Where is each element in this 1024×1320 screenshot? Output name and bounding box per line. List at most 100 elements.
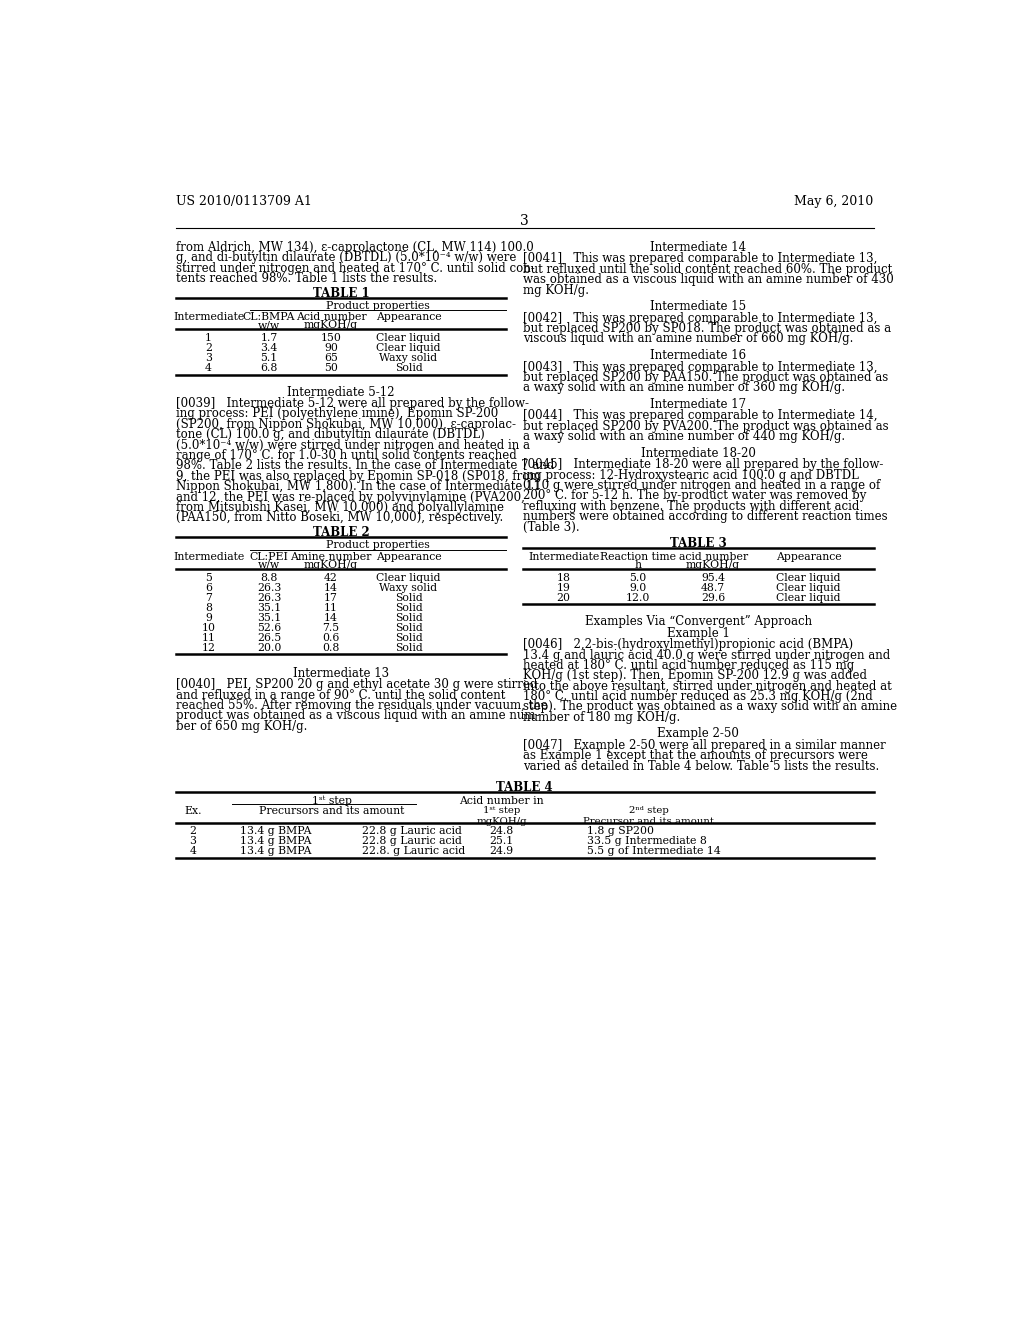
Text: 3.4: 3.4 — [260, 343, 278, 354]
Text: 42: 42 — [325, 573, 338, 582]
Text: 12: 12 — [202, 643, 216, 652]
Text: a waxy solid with an amine number of 440 mg KOH/g.: a waxy solid with an amine number of 440… — [523, 430, 846, 444]
Text: [0043]   This was prepared comparable to Intermediate 13,: [0043] This was prepared comparable to I… — [523, 360, 878, 374]
Text: varied as detailed in Table 4 below. Table 5 lists the results.: varied as detailed in Table 4 below. Tab… — [523, 760, 880, 772]
Text: but replaced SP200 by PAA150. The product was obtained as: but replaced SP200 by PAA150. The produc… — [523, 371, 889, 384]
Text: [0046]   2,2-bis-(hydroxylmethyl)propionic acid (BMPA): [0046] 2,2-bis-(hydroxylmethyl)propionic… — [523, 638, 853, 651]
Text: [0045]   Intermediate 18-20 were all prepared by the follow-: [0045] Intermediate 18-20 were all prepa… — [523, 458, 884, 471]
Text: 26.5: 26.5 — [257, 632, 282, 643]
Text: 13.4 g and lauric acid 40.0 g were stirred under nitrogen and: 13.4 g and lauric acid 40.0 g were stirr… — [523, 648, 891, 661]
Text: Intermediate 13: Intermediate 13 — [293, 667, 389, 680]
Text: TABLE 3: TABLE 3 — [670, 537, 727, 550]
Text: 26.3: 26.3 — [257, 582, 282, 593]
Text: g, and di-butyltin dilaurate (DBTDL) (5.0*10⁻⁴ w/w) were: g, and di-butyltin dilaurate (DBTDL) (5.… — [176, 251, 516, 264]
Text: 5.5 g of Intermediate 14: 5.5 g of Intermediate 14 — [587, 846, 721, 857]
Text: as Example 1 except that the amounts of precursors were: as Example 1 except that the amounts of … — [523, 750, 868, 763]
Text: product was obtained as a viscous liquid with an amine num-: product was obtained as a viscous liquid… — [176, 709, 540, 722]
Text: Appearance: Appearance — [376, 313, 441, 322]
Text: Clear liquid: Clear liquid — [776, 582, 841, 593]
Text: 65: 65 — [325, 354, 338, 363]
Text: 12.0: 12.0 — [626, 593, 650, 603]
Text: TABLE 2: TABLE 2 — [312, 527, 370, 540]
Text: 2: 2 — [205, 343, 212, 354]
Text: 24.9: 24.9 — [489, 846, 514, 857]
Text: Examples Via “Convergent” Approach: Examples Via “Convergent” Approach — [585, 615, 812, 628]
Text: Reaction time: Reaction time — [600, 552, 676, 562]
Text: 3: 3 — [205, 354, 212, 363]
Text: 25.1: 25.1 — [489, 837, 514, 846]
Text: 180° C. until acid number reduced as 25.3 mg KOH/g (2nd: 180° C. until acid number reduced as 25.… — [523, 690, 873, 704]
Text: [0047]   Example 2-50 were all prepared in a similar manner: [0047] Example 2-50 were all prepared in… — [523, 739, 886, 752]
Text: acid number: acid number — [679, 552, 748, 562]
Text: mgKOH/g: mgKOH/g — [686, 560, 740, 569]
Text: Product properties: Product properties — [326, 540, 430, 550]
Text: [0040]   PEI, SP200 20 g and ethyl acetate 30 g were stirred: [0040] PEI, SP200 20 g and ethyl acetate… — [176, 678, 538, 692]
Text: Intermediate: Intermediate — [173, 313, 245, 322]
Text: (5.0*10⁻⁴ w/w) were stirred under nitrogen and heated in a: (5.0*10⁻⁴ w/w) were stirred under nitrog… — [176, 438, 530, 451]
Text: 20: 20 — [557, 593, 570, 603]
Text: [0041]   This was prepared comparable to Intermediate 13,: [0041] This was prepared comparable to I… — [523, 252, 878, 265]
Text: 95.4: 95.4 — [701, 573, 725, 582]
Text: Intermediate 5-12: Intermediate 5-12 — [288, 385, 395, 399]
Text: [0044]   This was prepared comparable to Intermediate 14,: [0044] This was prepared comparable to I… — [523, 409, 878, 422]
Text: 11: 11 — [202, 632, 216, 643]
Text: 14: 14 — [325, 612, 338, 623]
Text: Intermediate 14: Intermediate 14 — [650, 240, 746, 253]
Text: was obtained as a viscous liquid with an amine number of 430: was obtained as a viscous liquid with an… — [523, 273, 894, 286]
Text: 1ˢᵗ step: 1ˢᵗ step — [312, 796, 352, 807]
Text: number of 180 mg KOH/g.: number of 180 mg KOH/g. — [523, 711, 681, 723]
Text: 10: 10 — [202, 623, 216, 632]
Text: range of 170° C. for 1.0-30 h until solid contents reached: range of 170° C. for 1.0-30 h until soli… — [176, 449, 517, 462]
Text: from Aldrich, MW 134), ε-caprolactone (CL, MW 114) 100.0: from Aldrich, MW 134), ε-caprolactone (C… — [176, 240, 534, 253]
Text: Solid: Solid — [394, 603, 423, 612]
Text: Intermediate: Intermediate — [173, 552, 245, 562]
Text: Amine number: Amine number — [291, 552, 372, 562]
Text: Solid: Solid — [394, 363, 423, 374]
Text: 3: 3 — [189, 837, 197, 846]
Text: 4: 4 — [189, 846, 197, 857]
Text: 29.6: 29.6 — [701, 593, 725, 603]
Text: 17: 17 — [325, 593, 338, 603]
Text: heated at 180° C. until acid number reduced as 115 mg: heated at 180° C. until acid number redu… — [523, 659, 854, 672]
Text: 2ⁿᵈ step
Precursor and its amount: 2ⁿᵈ step Precursor and its amount — [584, 807, 714, 826]
Text: Intermediate 15: Intermediate 15 — [650, 300, 746, 313]
Text: 1ˢᵗ step
mgKOH/g: 1ˢᵗ step mgKOH/g — [476, 807, 526, 826]
Text: KOH/g (1st step). Then, Epomin SP-200 12.9 g was added: KOH/g (1st step). Then, Epomin SP-200 12… — [523, 669, 867, 682]
Text: 52.6: 52.6 — [257, 623, 282, 632]
Text: 90: 90 — [325, 343, 338, 354]
Text: 98%. Table 2 lists the results. In the case of Intermediate 7 and: 98%. Table 2 lists the results. In the c… — [176, 459, 554, 473]
Text: refluxing with benzene. The products with different acid: refluxing with benzene. The products wit… — [523, 500, 859, 513]
Text: Appearance: Appearance — [376, 552, 441, 562]
Text: but replaced SP200 by PVA200. The product was obtained as: but replaced SP200 by PVA200. The produc… — [523, 420, 889, 433]
Text: Intermediate: Intermediate — [528, 552, 599, 562]
Text: 48.7: 48.7 — [701, 582, 725, 593]
Text: Intermediate 17: Intermediate 17 — [650, 397, 746, 411]
Text: w/w: w/w — [258, 560, 281, 569]
Text: 9.0: 9.0 — [630, 582, 646, 593]
Text: 33.5 g Intermediate 8: 33.5 g Intermediate 8 — [587, 837, 707, 846]
Text: 11: 11 — [324, 603, 338, 612]
Text: Acid number in: Acid number in — [459, 796, 544, 805]
Text: reached 55%. After removing the residuals under vacuum, the: reached 55%. After removing the residual… — [176, 700, 548, 711]
Text: Ex.: Ex. — [184, 807, 202, 816]
Text: 150: 150 — [321, 333, 341, 343]
Text: 22.8. g Lauric acid: 22.8. g Lauric acid — [362, 846, 465, 857]
Text: 1: 1 — [205, 333, 212, 343]
Text: ing process: 12-Hydroxystearic acid 100.0 g and DBTDL: ing process: 12-Hydroxystearic acid 100.… — [523, 469, 859, 482]
Text: Example 2-50: Example 2-50 — [657, 727, 739, 741]
Text: 7.5: 7.5 — [323, 623, 340, 632]
Text: 13.4 g BMPA: 13.4 g BMPA — [240, 826, 311, 837]
Text: 18: 18 — [557, 573, 570, 582]
Text: 200° C. for 5-12 h. The by-product water was removed by: 200° C. for 5-12 h. The by-product water… — [523, 490, 866, 503]
Text: from Mitsubishi Kasei, MW 10,000) and polyallylamine: from Mitsubishi Kasei, MW 10,000) and po… — [176, 502, 504, 513]
Text: Solid: Solid — [394, 612, 423, 623]
Text: step). The product was obtained as a waxy solid with an amine: step). The product was obtained as a wax… — [523, 701, 897, 714]
Text: Solid: Solid — [394, 593, 423, 603]
Text: mgKOH/g: mgKOH/g — [304, 560, 358, 569]
Text: Nippon Shokubai, MW 1,800). In the case of Intermediate 11: Nippon Shokubai, MW 1,800). In the case … — [176, 480, 541, 494]
Text: 14: 14 — [325, 582, 338, 593]
Text: 19: 19 — [557, 582, 570, 593]
Text: 6.8: 6.8 — [260, 363, 278, 374]
Text: viscous liquid with an amine number of 660 mg KOH/g.: viscous liquid with an amine number of 6… — [523, 333, 854, 346]
Text: Waxy solid: Waxy solid — [380, 354, 437, 363]
